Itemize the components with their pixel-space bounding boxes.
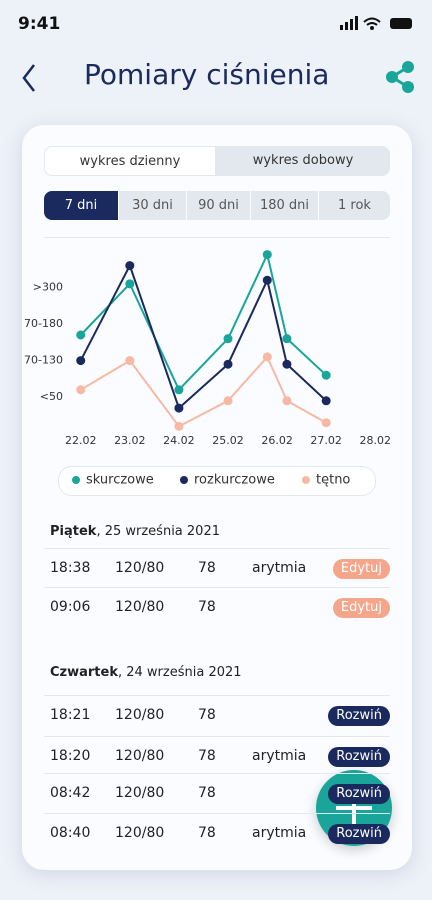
x-tick-label: 24.02 — [163, 434, 195, 447]
page-title: Pomiary ciśnienia — [84, 58, 330, 91]
entry-time: 09:06 — [50, 599, 91, 615]
share-button[interactable] — [384, 60, 416, 94]
entry-time: 18:21 — [50, 707, 91, 723]
legend-dot — [180, 476, 188, 484]
entry-note: arytmia — [252, 825, 307, 841]
data-point — [282, 334, 292, 344]
day-date: , 25 września 2021 — [96, 524, 220, 539]
data-point — [262, 352, 272, 362]
legend — [58, 466, 376, 496]
entry-time: 18:20 — [50, 748, 91, 764]
data-point — [262, 250, 272, 260]
data-point — [174, 403, 184, 413]
entry-pulse: 78 — [198, 825, 216, 841]
entry-pressure: 120/80 — [115, 785, 165, 801]
entry-pressure: 120/80 — [115, 599, 165, 615]
entry-time: 18:38 — [50, 560, 91, 576]
y-tick-label: 70-180 — [24, 317, 63, 330]
entry-pressure: 120/80 — [115, 560, 165, 576]
series-line — [80, 251, 327, 392]
data-point — [321, 370, 331, 380]
day-name: Piątek — [50, 524, 97, 539]
entry-action[interactable]: Rozwiń — [328, 747, 390, 767]
data-point — [282, 359, 292, 369]
legend-label: tętno — [316, 473, 350, 488]
entry-note: arytmia — [252, 748, 307, 764]
x-tick-label: 25.02 — [212, 434, 244, 447]
entry-action[interactable]: Rozwiń — [328, 824, 390, 844]
data-point — [321, 418, 331, 428]
entry-action[interactable]: Edytuj — [332, 598, 390, 618]
day-date: , 24 września 2021 — [117, 665, 242, 680]
data-point — [125, 279, 135, 289]
legend-label: skurczowe — [86, 473, 154, 488]
entry-pulse: 78 — [198, 560, 216, 576]
day-header: Czwartek, 24 września 2021 — [50, 665, 242, 680]
entry-pressure: 120/80 — [115, 707, 165, 723]
separator — [44, 587, 390, 588]
entry-pulse: 78 — [198, 785, 216, 801]
range-option[interactable]: 90 dni — [187, 191, 250, 220]
y-tick-label: 70-130 — [24, 354, 63, 367]
entry-time: 08:42 — [50, 785, 91, 801]
data-point — [174, 385, 184, 395]
entry-note: arytmia — [252, 560, 307, 576]
tab[interactable]: wykres dobowy — [252, 153, 354, 168]
legend-label: rozkurczowe — [194, 473, 275, 488]
tab[interactable]: wykres dzienny — [44, 146, 216, 176]
data-point — [76, 356, 86, 366]
x-tick-label: 26.02 — [261, 434, 293, 447]
legend-dot — [302, 476, 310, 484]
y-tick-label: <50 — [40, 390, 63, 403]
range-option[interactable]: 30 dni — [119, 191, 186, 220]
entry-time: 08:40 — [50, 825, 91, 841]
y-tick-label: >300 — [33, 281, 63, 294]
data-point — [76, 330, 86, 340]
separator — [44, 237, 390, 238]
x-tick-label: 28.02 — [360, 434, 392, 447]
entry-pressure: 120/80 — [115, 825, 165, 841]
entry-action[interactable]: Rozwiń — [328, 706, 390, 726]
entry-pulse: 78 — [198, 599, 216, 615]
status-time: 9:41 — [18, 14, 61, 34]
x-tick-label: 23.02 — [114, 434, 146, 447]
entry-pulse: 78 — [198, 707, 216, 723]
range-option[interactable]: 7 dni — [44, 191, 118, 220]
range-option[interactable]: 180 dni — [251, 191, 318, 220]
separator — [44, 736, 390, 737]
separator — [44, 813, 390, 814]
status-icons — [340, 16, 412, 30]
day-header: Piątek, 25 września 2021 — [50, 524, 220, 539]
range-option[interactable]: 1 rok — [319, 191, 390, 220]
day-name: Czwartek — [50, 665, 118, 680]
data-point — [223, 359, 233, 369]
data-point — [282, 396, 292, 406]
entry-action[interactable]: Rozwiń — [328, 784, 390, 804]
data-point — [223, 396, 233, 406]
legend-dot — [72, 476, 80, 484]
data-point — [262, 275, 272, 285]
data-point — [321, 396, 331, 406]
entry-pressure: 120/80 — [115, 748, 165, 764]
x-tick-label: 27.02 — [310, 434, 342, 447]
card — [22, 125, 412, 870]
data-point — [125, 261, 135, 271]
entry-action[interactable]: Edytuj — [332, 559, 390, 579]
separator — [44, 695, 390, 696]
x-tick-label: 22.02 — [65, 434, 97, 447]
separator — [44, 773, 390, 774]
data-point — [174, 421, 184, 431]
back-button[interactable] — [18, 62, 42, 94]
entry-pulse: 78 — [198, 748, 216, 764]
separator — [44, 548, 390, 549]
data-point — [223, 334, 233, 344]
data-point — [125, 356, 135, 366]
data-point — [76, 385, 86, 395]
